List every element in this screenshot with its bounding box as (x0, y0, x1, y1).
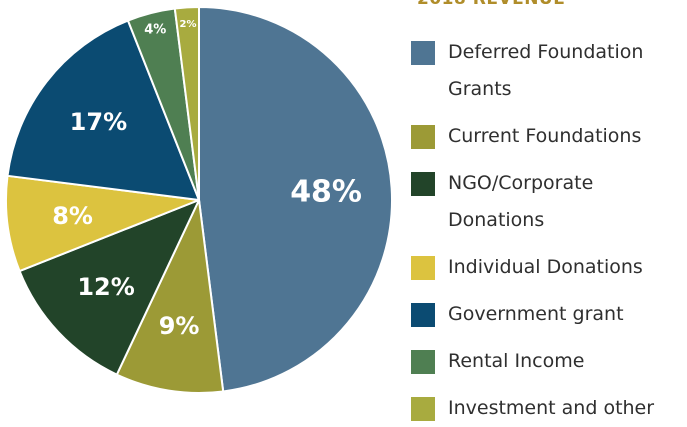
pie-slice-ngo-corporate-donations (18, 199, 200, 376)
slice-value-label-ngo-corporate-donations: 12% (77, 273, 134, 301)
chart-legend: Deferred Foundation Grants Current Founda… (411, 0, 687, 421)
legend-label: Deferred Foundation Grants (448, 41, 644, 100)
slice-value-label-government-grant: 17% (70, 108, 127, 136)
slice-value-label-current-foundations: 9% (159, 312, 200, 340)
legend-swatch (411, 125, 435, 149)
legend-label: Current Foundations (448, 125, 642, 147)
slice-value-label-rental-income: 4% (144, 22, 166, 37)
legend-label: Rental Income (448, 350, 585, 372)
pie-slice-deferred-foundation-grants (198, 6, 393, 393)
legend-swatch (411, 172, 435, 196)
pie-slice-government-grant (6, 19, 200, 201)
slice-value-label-deferred-foundation-grants: 48% (290, 175, 362, 210)
pie-slice-current-foundations (115, 199, 225, 394)
legend-swatch (411, 256, 435, 280)
legend-label: NGO/Corporate Donations (448, 172, 594, 231)
legend-label: Government grant (448, 303, 624, 325)
pie-value-labels: 48% 9% 12% 8% 17% 4% 2% (52, 19, 362, 340)
slice-value-label-investment-and-other: 2% (180, 19, 197, 30)
chart-title: 2018 REVENUE (417, 0, 565, 9)
pie-chart: 48% 9% 12% 8% 17% 4% 2% (5, 5, 393, 394)
pie-slice-investment-and-other (173, 5, 200, 201)
pie-slices (5, 5, 393, 394)
slice-value-label-individual-donations: 8% (52, 202, 93, 230)
legend-swatch (411, 303, 435, 327)
legend-label: Individual Donations (448, 256, 643, 278)
legend-swatch (411, 397, 435, 421)
legend-swatch (411, 350, 435, 374)
legend-swatch (411, 41, 435, 65)
pie-slice-individual-donations (5, 174, 200, 273)
legend-label: Investment and other (448, 397, 655, 419)
